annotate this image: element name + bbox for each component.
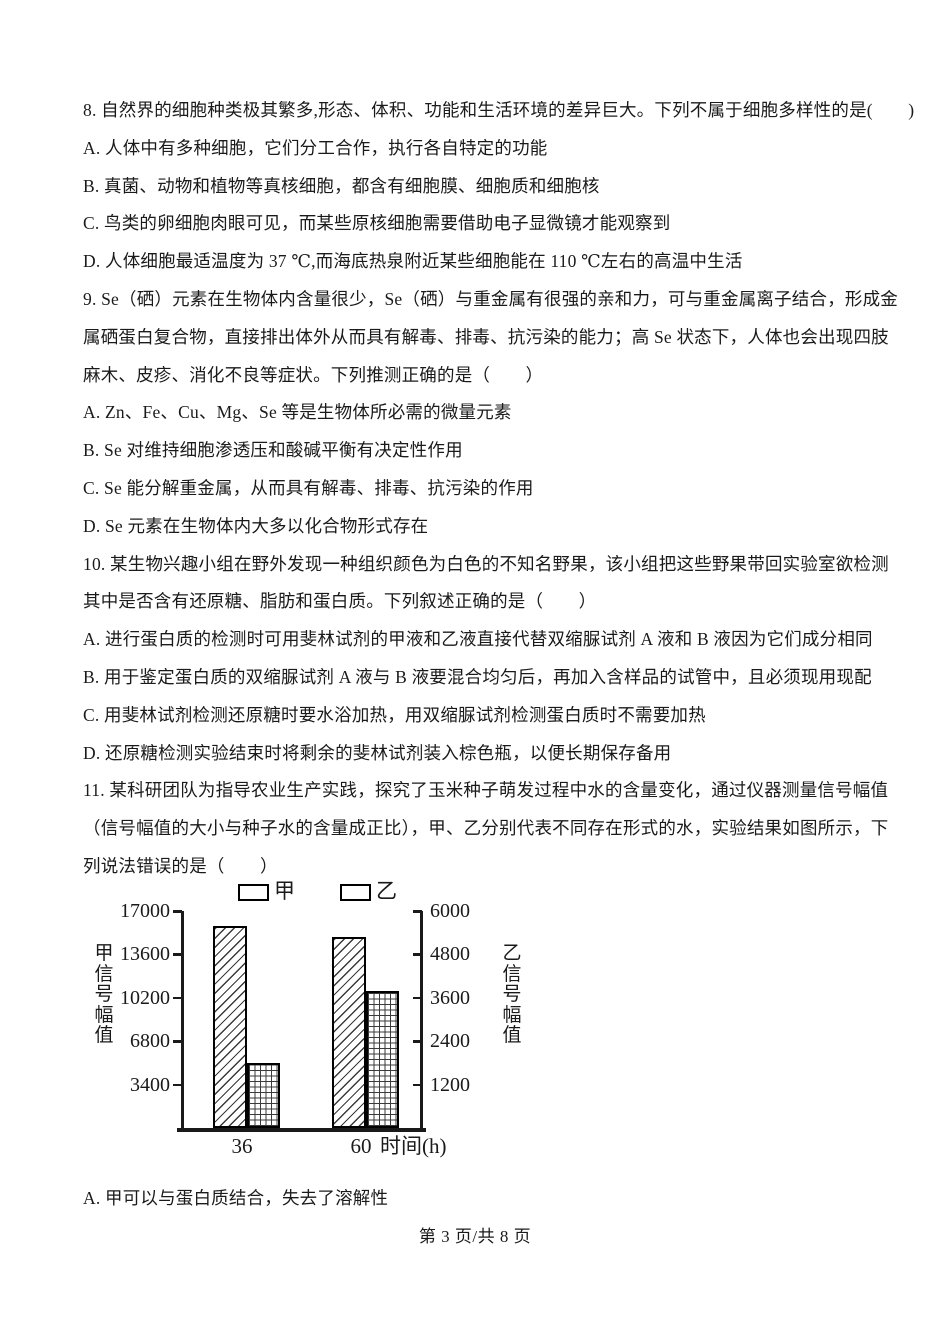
left-axis-tick-label: 13600 (120, 943, 170, 966)
text-line: 列说法错误的是（ ） (83, 855, 278, 876)
text-line: B. 用于鉴定蛋白质的双缩脲试剂 A 液与 B 液要混合均匀后，再加入含样品的试… (83, 666, 872, 687)
right-axis-tick (413, 910, 422, 913)
question-text-block: 8. 自然界的细胞种类极其繁多,形态、体积、功能和生活环境的差异巨大。下列不属于… (83, 92, 915, 886)
bar-乙-36 (246, 1062, 280, 1128)
left-axis-tick (173, 996, 182, 1000)
legend-label-乙: 乙 (376, 879, 397, 903)
text-line: 麻木、皮疹、消化不良等症状。下列推测正确的是（ ） (83, 364, 544, 385)
text-line: C. 用斐林试剂检测还原糖时要水浴加热，用双缩脲试剂检测蛋白质时不需要加热 (83, 704, 706, 725)
text-line: D. 还原糖检测实验结束时将剩余的斐林试剂装入棕色瓶，以便长期保存备用 (83, 742, 672, 763)
text-line: 8. 自然界的细胞种类极其繁多,形态、体积、功能和生活环境的差异巨大。下列不属于… (83, 100, 915, 120)
legend-swatch-甲 (238, 884, 269, 901)
right-axis-title: 乙 信 号 幅 值 (502, 943, 522, 1046)
page-footer: 第 3 页/共 8 页 (418, 1227, 532, 1246)
right-axis-tick-label: 2400 (430, 1030, 470, 1053)
text-line: A. 甲可以与蛋白质结合，失去了溶解性 (83, 1188, 389, 1208)
left-axis-tick-label: 3400 (130, 1073, 170, 1096)
left-axis-tick-label: 17000 (120, 900, 170, 922)
text-line: 9. Se（硒）元素在生物体内含量很少，Se（硒）与重金属有很强的亲和力，可与重… (83, 288, 898, 309)
right-axis-tick-label: 6000 (430, 900, 470, 922)
bar-乙-60 (365, 990, 399, 1128)
right-axis-tick (413, 953, 422, 956)
right-axis-tick (413, 1040, 422, 1043)
question-11-option-a-block: A. 甲可以与蛋白质结合，失去了溶解性 (83, 1180, 903, 1218)
legend-label-甲: 甲 (274, 879, 295, 903)
right-axis-line (420, 911, 423, 1130)
bar-甲-60 (332, 936, 366, 1128)
x-tick-label: 60 (350, 1134, 372, 1158)
bar-甲-36 (213, 926, 247, 1128)
text-line: B. 真菌、动物和植物等真核细胞，都含有细胞膜、细胞质和细胞核 (83, 175, 600, 196)
x-tick-label: 36 (231, 1134, 253, 1158)
text-line: D. 人体细胞最适温度为 37 ℃,而海底热泉附近某些细胞能在 110 ℃左右的… (83, 251, 743, 272)
text-line: 10. 某生物兴趣小组在野外发现一种组织颜色为白色的不知名野果，该小组把这些野果… (83, 553, 889, 574)
left-axis-tick-label: 6800 (130, 1030, 170, 1053)
x-axis-line (177, 1128, 426, 1132)
left-axis-tick-label: 10200 (120, 986, 170, 1009)
left-axis-tick (173, 1083, 182, 1087)
text-line: A. 进行蛋白质的检测时可用斐林试剂的甲液和乙液直接代替双缩脲试剂 A 液和 B… (83, 629, 873, 650)
right-axis-tick (413, 996, 422, 1000)
water-signal-bar-chart: 甲 乙 3400 6800 10200 13600 17000 1200 2400 3600 480… (90, 876, 560, 1186)
right-axis-tick-label: 4800 (430, 943, 470, 966)
text-line: 其中是否含有还原糖、脂肪和蛋白质。下列叙述正确的是（ ） (83, 591, 597, 612)
text-line: D. Se 元素在生物体内大多以化合物形式存在 (83, 515, 429, 536)
text-line: A. 人体中有多种细胞，它们分工合作，执行各自特定的功能 (83, 137, 548, 158)
text-line: （信号幅值的大小与种子水的含量成正比），甲、乙分别代表不同存在形式的水，实验结果… (83, 818, 889, 839)
left-axis-tick (173, 1040, 182, 1043)
left-axis-tick (173, 953, 182, 956)
text-line: C. 鸟类的卵细胞肉眼可见，而某些原核细胞需要借助电子显微镜才能观察到 (83, 213, 671, 234)
right-axis-tick (413, 1083, 422, 1087)
text-line: A. Zn、Fe、Cu、Mg、Se 等是生物体所必需的微量元素 (83, 402, 512, 423)
right-axis-tick-label: 3600 (430, 986, 470, 1009)
left-axis-title: 甲 信 号 幅 值 (94, 943, 114, 1046)
left-axis-line (181, 911, 184, 1130)
text-line: B. Se 对维持细胞渗透压和酸碱平衡有决定性作用 (83, 440, 463, 461)
text-line: 属硒蛋白复合物，直接排出体外从而具有解毒、排毒、抗污染的能力；高 Se 状态下，… (83, 326, 889, 347)
right-axis-tick-label: 1200 (430, 1073, 470, 1096)
legend-swatch-乙 (340, 884, 371, 901)
text-line: 11. 某科研团队为指导农业生产实践，探究了玉米种子萌发过程中水的含量变化，通过… (83, 780, 889, 801)
text-line: C. Se 能分解重金属，从而具有解毒、排毒、抗污染的作用 (83, 477, 534, 498)
left-axis-tick (173, 910, 182, 913)
x-axis-title: 时间(h) (380, 1134, 447, 1158)
